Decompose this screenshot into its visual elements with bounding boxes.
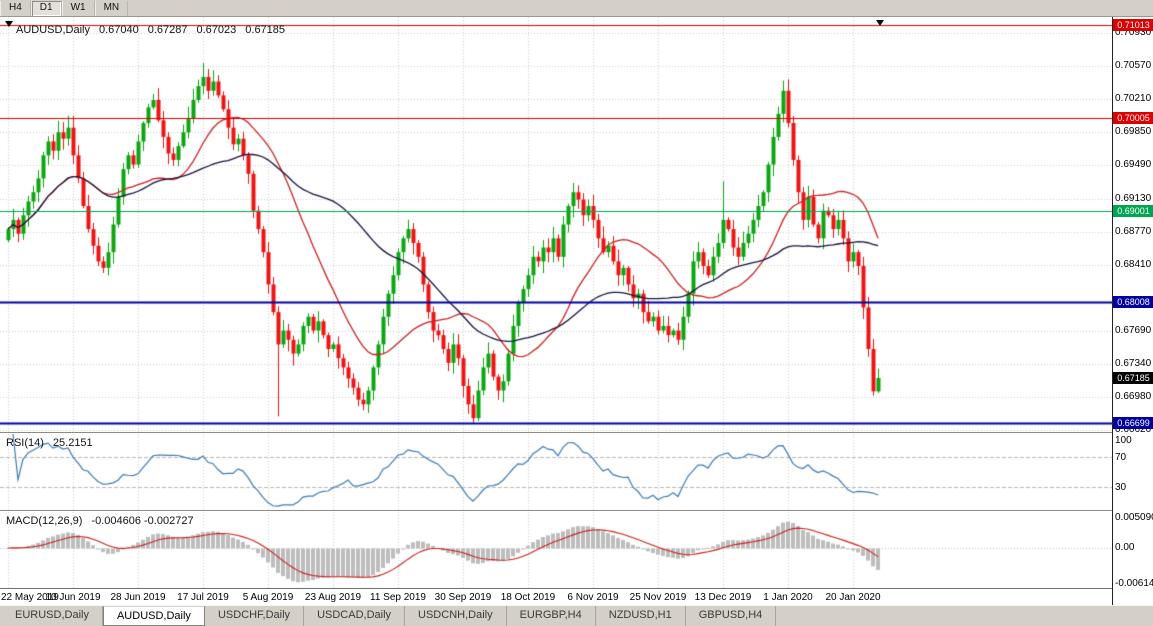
price-line-tag: 0.66699: [1113, 416, 1153, 429]
time-axis-label: 30 Sep 2019: [434, 592, 492, 603]
rsi-axis-label: 30: [1115, 482, 1127, 494]
price-axis-tick: 0.69490: [1115, 159, 1152, 171]
chart-tab-usdcad[interactable]: USDCAD,Daily: [304, 606, 406, 626]
price-axis-tick: 0.69130: [1115, 192, 1152, 204]
ohlc-low: 0.67023: [196, 24, 237, 36]
rsi-name: RSI(14): [6, 437, 44, 449]
price-axis-tick: 0.68410: [1115, 259, 1152, 271]
chart-shift-marker-icon[interactable]: [876, 20, 884, 26]
time-axis-label: 25 Nov 2019: [629, 592, 687, 603]
rsi-axis-label: 70: [1115, 451, 1127, 463]
chart-title-overlay: AUDUSD,Daily 0.67040 0.67287 0.67023 0.67185: [16, 24, 294, 36]
time-axis-label: 22 May 2019: [1, 592, 59, 603]
macd-value: -0.004606 -0.002727: [91, 515, 194, 527]
price-line-tag: 0.71013: [1113, 19, 1153, 32]
time-axis: 22 May 2019 10 Jun 2019 28 Jun 2019 17 Jul …: [0, 588, 1112, 605]
price-line-tag: 0.68008: [1113, 296, 1153, 309]
chart-symbol-period: AUDUSD,Daily: [16, 24, 90, 36]
chart-tab-audusd[interactable]: AUDUSD,Daily: [102, 606, 205, 626]
macd-axis-label: -0.006148: [1115, 577, 1153, 589]
timeframe-button-w1[interactable]: W1: [61, 0, 95, 16]
one-click-trading-arrow[interactable]: [5, 21, 13, 27]
panel-splitter-macd[interactable]: [0, 510, 1153, 512]
macd-name: MACD(12,26,9): [6, 515, 83, 527]
price-chart-canvas[interactable]: [0, 17, 1112, 588]
chart-tab-gbpusd[interactable]: GBPUSD,H4: [686, 606, 777, 626]
time-axis-label: 1 Jan 2020: [763, 592, 813, 603]
time-axis-label: 13 Dec 2019: [694, 592, 752, 603]
time-axis-label: 10 Jun 2019: [45, 592, 101, 603]
rsi-indicator-label: RSI(14) 25.2151: [6, 437, 102, 449]
time-axis-label: 20 Jan 2020: [825, 592, 881, 603]
chart-tab-bar: EURUSD,Daily AUDUSD,Daily USDCHF,Daily USDC…: [0, 605, 1153, 626]
macd-axis-label: 0.00: [1115, 541, 1135, 553]
price-axis-tick: 0.70210: [1115, 93, 1152, 105]
price-axis-tick: 0.68770: [1115, 225, 1152, 237]
timeframe-toolbar: H4 D1 W1 MN: [0, 0, 1153, 17]
timeframe-button-h4[interactable]: H4: [0, 0, 31, 16]
macd-indicator-label: MACD(12,26,9) -0.004606 -0.002727: [6, 515, 203, 527]
price-axis-tick: 0.67340: [1115, 357, 1152, 369]
price-axis: 0.70930 0.70570 0.70210 0.69850 0.69490 0.691…: [1112, 17, 1153, 605]
ohlc-close: 0.67185: [245, 24, 286, 36]
time-axis-label: 18 Oct 2019: [500, 592, 556, 603]
rsi-value: 25.2151: [52, 437, 93, 449]
chart-tab-eurusd[interactable]: EURUSD,Daily: [2, 606, 103, 626]
price-axis-tick: 0.70570: [1115, 59, 1152, 71]
price-axis-tick: 0.69850: [1115, 126, 1152, 138]
rsi-axis-label: 100: [1115, 435, 1132, 446]
time-axis-label: 5 Aug 2019: [242, 592, 294, 603]
time-axis-label: 11 Sep 2019: [370, 592, 426, 603]
price-line-tag: 0.70005: [1113, 111, 1153, 124]
timeframe-button-mn[interactable]: MN: [94, 0, 129, 16]
price-axis-tick: 0.66980: [1115, 390, 1152, 402]
price-line-tag: 0.69001: [1113, 204, 1153, 217]
current-price-tag: 0.67185: [1113, 372, 1153, 385]
chart-tab-eurgbp[interactable]: EURGBP,H4: [507, 606, 596, 626]
time-axis-label: 6 Nov 2019: [567, 592, 619, 603]
macd-axis-label: 0.005090: [1115, 512, 1153, 524]
price-axis-tick: 0.66620: [1115, 424, 1152, 436]
ohlc-open: 0.67040: [98, 24, 139, 36]
time-axis-label: 17 Jul 2019: [177, 592, 229, 603]
chart-tab-usdchf[interactable]: USDCHF,Daily: [205, 606, 305, 626]
chart-area: AUDUSD,Daily 0.67040 0.67287 0.67023 0.67185…: [0, 17, 1153, 605]
price-axis-tick: 0.67690: [1115, 325, 1152, 337]
chart-tab-nzdusd[interactable]: NZDUSD,H1: [596, 606, 686, 626]
timeframe-button-d1[interactable]: D1: [30, 0, 62, 16]
ohlc-high: 0.67287: [147, 24, 188, 36]
time-axis-label: 23 Aug 2019: [304, 592, 362, 603]
chart-tab-usdcnh[interactable]: USDCNH,Daily: [405, 606, 507, 626]
panel-splitter-rsi[interactable]: [0, 432, 1153, 434]
time-axis-label: 28 Jun 2019: [110, 592, 166, 603]
price-axis-tick: 0.70930: [1115, 26, 1152, 38]
